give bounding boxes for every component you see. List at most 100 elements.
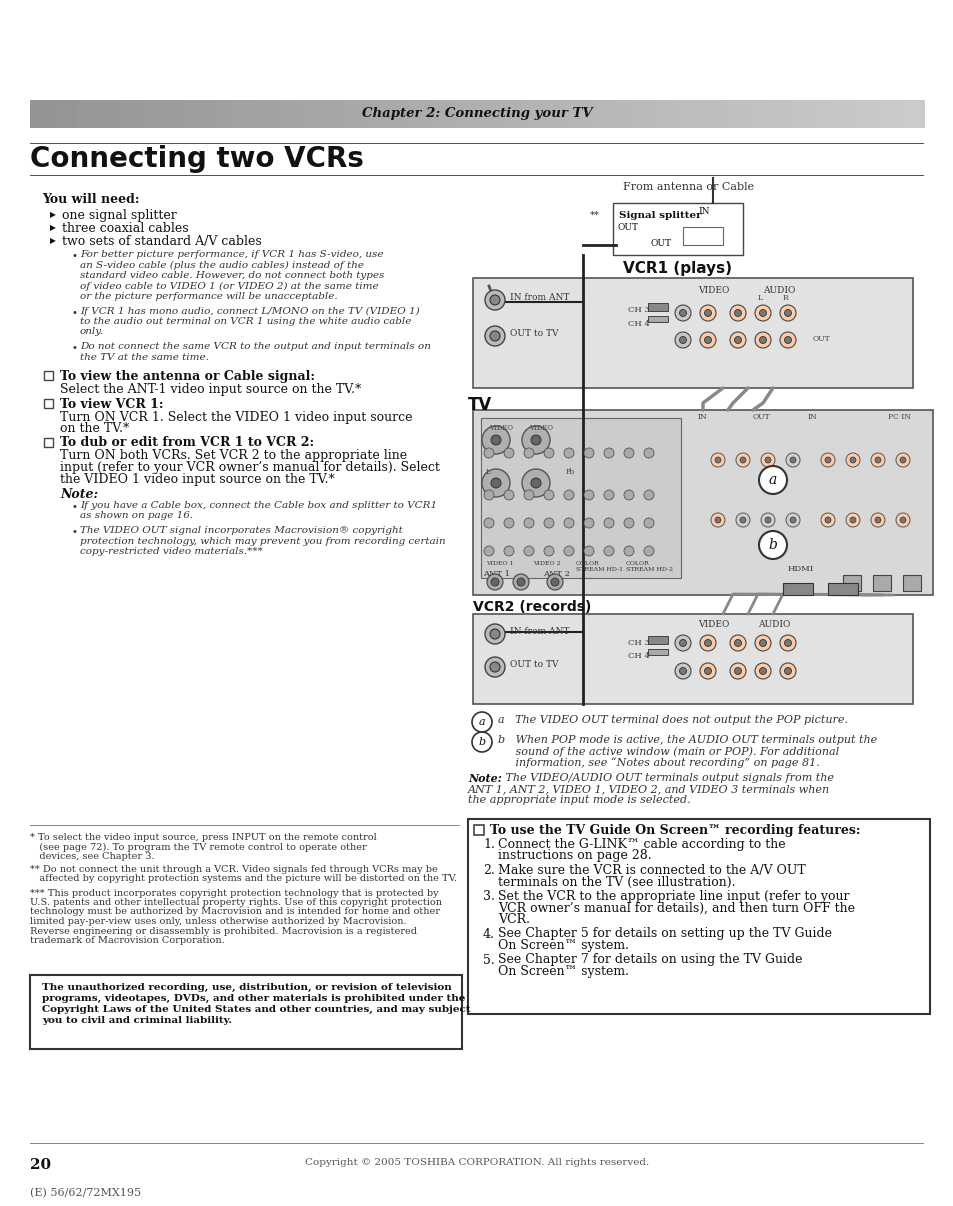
Circle shape xyxy=(623,519,634,528)
Text: CH 3: CH 3 xyxy=(627,639,649,646)
Circle shape xyxy=(503,519,514,528)
Circle shape xyxy=(729,636,745,651)
Circle shape xyxy=(603,519,614,528)
Text: AUDIO: AUDIO xyxy=(758,620,789,630)
Circle shape xyxy=(484,624,504,644)
Text: Do not connect the same VCR to the output and input terminals on: Do not connect the same VCR to the outpu… xyxy=(80,343,431,351)
Circle shape xyxy=(531,435,540,445)
Circle shape xyxy=(523,490,534,500)
Text: AUDIO: AUDIO xyxy=(762,286,795,295)
Text: OUT: OUT xyxy=(812,335,830,343)
Bar xyxy=(633,100,656,128)
Circle shape xyxy=(821,513,834,527)
Text: VIDEO: VIDEO xyxy=(698,620,729,630)
Text: ** Do not connect the unit through a VCR. Video signals fed through VCRs may be: ** Do not connect the unit through a VCR… xyxy=(30,865,437,873)
Bar xyxy=(142,100,165,128)
Text: VIDEO: VIDEO xyxy=(529,425,553,432)
Circle shape xyxy=(521,469,550,497)
Bar xyxy=(901,100,924,128)
Circle shape xyxy=(740,457,745,463)
Circle shape xyxy=(563,447,574,458)
Text: trademark of Macrovision Corporation.: trademark of Macrovision Corporation. xyxy=(30,936,225,946)
Circle shape xyxy=(675,636,690,651)
Text: IN: IN xyxy=(698,412,707,421)
Circle shape xyxy=(783,310,791,316)
Text: VCR2 (records): VCR2 (records) xyxy=(473,601,591,614)
Circle shape xyxy=(764,517,770,523)
Circle shape xyxy=(481,469,510,497)
Circle shape xyxy=(759,310,765,316)
Circle shape xyxy=(754,663,770,679)
Text: Turn ON VCR 1. Select the VIDEO 1 video input source: Turn ON VCR 1. Select the VIDEO 1 video … xyxy=(60,410,412,423)
Text: STREAM HD-2: STREAM HD-2 xyxy=(625,567,673,572)
Circle shape xyxy=(517,578,524,586)
Circle shape xyxy=(563,490,574,500)
Text: The VIDEO/AUDIO OUT terminals output signals from the: The VIDEO/AUDIO OUT terminals output sig… xyxy=(501,773,833,783)
Text: two sets of standard A/V cables: two sets of standard A/V cables xyxy=(62,235,261,248)
Text: See Chapter 7 for details on using the TV Guide: See Chapter 7 for details on using the T… xyxy=(497,954,801,966)
Text: To view the antenna or Cable signal:: To view the antenna or Cable signal: xyxy=(60,370,314,384)
Text: To view VCR 1:: To view VCR 1: xyxy=(60,398,163,410)
Circle shape xyxy=(483,447,494,458)
Text: 3.: 3. xyxy=(482,890,495,903)
Circle shape xyxy=(472,732,492,753)
Circle shape xyxy=(780,332,795,349)
Circle shape xyxy=(523,546,534,556)
Text: Select the ANT-1 video input source on the TV.*: Select the ANT-1 video input source on t… xyxy=(60,384,361,396)
Text: standard video cable. However, do not connect both types: standard video cable. However, do not co… xyxy=(80,271,384,280)
Circle shape xyxy=(734,639,740,646)
Text: OUT to TV: OUT to TV xyxy=(510,660,558,669)
Circle shape xyxy=(760,513,774,527)
Text: VIDEO 1: VIDEO 1 xyxy=(485,561,513,566)
Circle shape xyxy=(503,447,514,458)
Circle shape xyxy=(483,546,494,556)
Bar xyxy=(432,100,456,128)
Text: b: b xyxy=(768,538,777,552)
Text: PC IN: PC IN xyxy=(887,412,910,421)
Text: •: • xyxy=(71,502,78,513)
Circle shape xyxy=(789,517,795,523)
Circle shape xyxy=(700,305,716,321)
Circle shape xyxy=(845,513,859,527)
Text: as shown on page 16.: as shown on page 16. xyxy=(80,511,193,521)
Bar xyxy=(879,100,902,128)
Bar xyxy=(811,100,835,128)
Text: *** This product incorporates copyright protection technology that is protected : *** This product incorporates copyright … xyxy=(30,889,438,897)
Text: ▶: ▶ xyxy=(50,223,56,232)
Text: ▶: ▶ xyxy=(50,236,56,245)
Text: the TV at the same time.: the TV at the same time. xyxy=(80,352,209,362)
Text: only.: only. xyxy=(80,328,104,336)
Text: OUT: OUT xyxy=(618,223,639,232)
Text: 5.: 5. xyxy=(482,954,495,966)
Circle shape xyxy=(710,513,724,527)
Circle shape xyxy=(759,466,786,494)
Bar xyxy=(119,100,143,128)
Text: a   The VIDEO OUT terminal does not output the POP picture.: a The VIDEO OUT terminal does not output… xyxy=(497,715,847,725)
Text: the VIDEO 1 video input source on the TV.*: the VIDEO 1 video input source on the TV… xyxy=(60,473,335,486)
Circle shape xyxy=(899,517,905,523)
Circle shape xyxy=(503,546,514,556)
Text: limited pay-per-view uses only, unless otherwise authorized by Macrovision.: limited pay-per-view uses only, unless o… xyxy=(30,917,406,926)
Circle shape xyxy=(759,531,786,560)
Text: TV: TV xyxy=(468,396,492,414)
Text: Signal splitter: Signal splitter xyxy=(618,211,700,219)
Text: IN: IN xyxy=(698,207,709,216)
Text: three coaxial cables: three coaxial cables xyxy=(62,222,189,235)
Bar xyxy=(842,575,861,591)
Text: a: a xyxy=(478,718,485,727)
Circle shape xyxy=(700,636,716,651)
Bar xyxy=(902,575,920,591)
Bar xyxy=(611,100,634,128)
Circle shape xyxy=(785,513,800,527)
Circle shape xyxy=(700,663,716,679)
Text: b: b xyxy=(478,737,485,747)
Text: •: • xyxy=(71,343,78,353)
Bar xyxy=(473,614,912,704)
Circle shape xyxy=(523,519,534,528)
Text: To dub or edit from VCR 1 to VCR 2:: To dub or edit from VCR 1 to VCR 2: xyxy=(60,437,314,450)
Circle shape xyxy=(783,336,791,344)
Bar xyxy=(209,100,232,128)
Text: Make sure the VCR is connected to the A/V OUT: Make sure the VCR is connected to the A/… xyxy=(497,863,805,877)
Text: input (refer to your VCR owner’s manual for details). Select: input (refer to your VCR owner’s manual … xyxy=(60,461,439,474)
Bar xyxy=(789,100,812,128)
